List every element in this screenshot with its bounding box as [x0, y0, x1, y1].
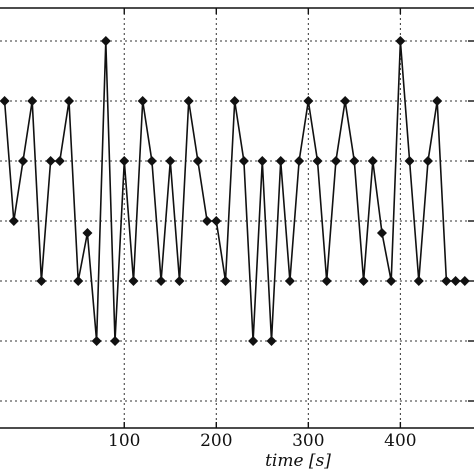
data-point [349, 156, 360, 166]
data-point [275, 156, 286, 166]
data-point [54, 156, 65, 166]
data-point [100, 36, 111, 46]
data-point [238, 156, 249, 166]
x-axis-label: time [s] [265, 451, 331, 471]
data-point [229, 96, 240, 106]
data-point [303, 96, 314, 106]
data-point [386, 276, 397, 286]
x-tick-label: 300 [292, 431, 324, 451]
data-point [128, 276, 139, 286]
data-point [119, 156, 130, 166]
data-markers [0, 36, 470, 346]
data-point [220, 276, 231, 286]
data-point [358, 276, 369, 286]
data-point [321, 276, 332, 286]
data-point [294, 156, 305, 166]
data-point [413, 276, 424, 286]
data-point [395, 36, 406, 46]
data-point [45, 156, 56, 166]
data-point [248, 336, 259, 346]
data-point [459, 276, 470, 286]
data-point [64, 96, 75, 106]
data-point [27, 96, 38, 106]
x-tick-label: 200 [200, 431, 232, 451]
data-point [257, 156, 268, 166]
data-point [211, 216, 222, 226]
data-point [137, 96, 148, 106]
x-axis-tick-labels: 100 200 300 400 [108, 431, 417, 451]
x-axis-ticks [123, 8, 474, 428]
data-point [146, 156, 157, 166]
data-point [183, 96, 194, 106]
data-point [432, 96, 443, 106]
data-point [441, 276, 452, 286]
data-point [376, 228, 387, 238]
data-point [174, 276, 185, 286]
data-point [0, 96, 10, 106]
series-polyline [3, 40, 465, 342]
data-point [156, 276, 167, 286]
data-point [340, 96, 351, 106]
data-point [367, 156, 378, 166]
data-point [165, 156, 176, 166]
data-point [422, 156, 433, 166]
data-point [192, 156, 203, 166]
data-point [202, 216, 213, 226]
data-point [284, 276, 295, 286]
data-point [82, 228, 93, 238]
data-point [312, 156, 323, 166]
data-point [36, 276, 47, 286]
data-point [450, 276, 461, 286]
data-point [91, 336, 102, 346]
data-point [73, 276, 84, 286]
data-point [266, 336, 277, 346]
series-line [3, 40, 465, 342]
x-tick-label: 400 [384, 431, 416, 451]
x-tick-label: 100 [108, 431, 140, 451]
data-point [404, 156, 415, 166]
data-point [8, 216, 19, 226]
data-point [110, 336, 121, 346]
data-point [330, 156, 341, 166]
data-point [18, 156, 29, 166]
